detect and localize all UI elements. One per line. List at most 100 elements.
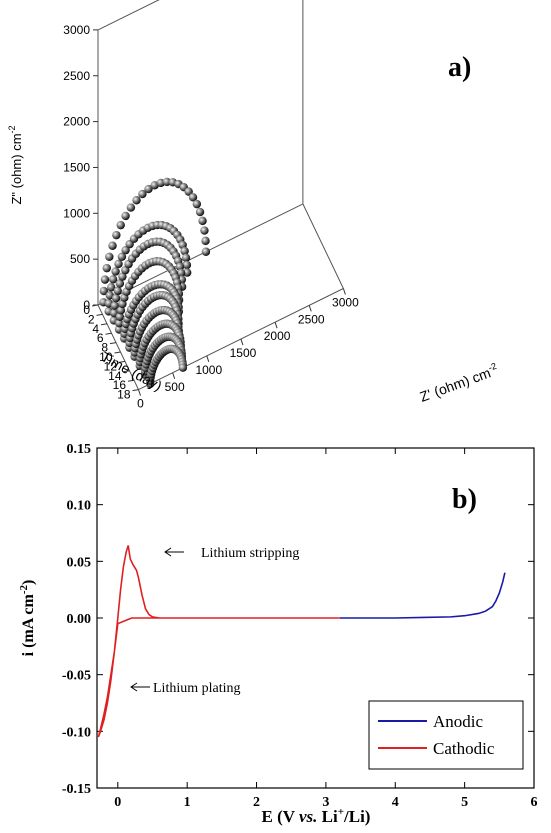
data-point <box>113 286 122 296</box>
time-tick-label: 6 <box>97 331 104 345</box>
panel-b: 0 1 2 3 4 5 6 -0.15 -0.10 -0.05 0.00 0.05 0.10 0.15 b… <box>0 430 551 828</box>
data-point <box>108 241 117 250</box>
data-point <box>116 220 125 230</box>
x-tick-label: 5 <box>461 795 468 810</box>
time-tick-mark <box>132 389 139 392</box>
y-tick-label: 0.05 <box>67 555 92 570</box>
series-day-0 <box>99 177 211 307</box>
time-tick-mark <box>118 360 126 363</box>
series-line-cathodic <box>97 545 340 738</box>
data-point <box>105 291 114 300</box>
data-point <box>111 267 120 276</box>
z-axis-title: Z" (ohm) cm-2 <box>7 125 24 204</box>
time-tick-mark <box>96 313 103 316</box>
x-tick-label: 4 <box>392 795 399 810</box>
x-tick-label: 2500 <box>298 312 325 326</box>
series-group <box>99 177 211 389</box>
z-tick-label: 1500 <box>63 160 90 174</box>
time-tick-mark <box>105 332 112 335</box>
time-tick-label: 18 <box>117 388 131 402</box>
series-day-6 <box>114 257 184 334</box>
x-tick-label: 6 <box>531 795 538 810</box>
x-tick-label: 1500 <box>230 346 257 360</box>
data-point <box>100 275 110 284</box>
x-axis-exp: -2 <box>487 361 498 373</box>
data-point <box>117 252 127 261</box>
data-point <box>184 187 193 196</box>
series-line-anodic <box>339 572 506 619</box>
annotation-stripping: Lithium stripping <box>201 546 299 561</box>
axis-ticks: 0 1 2 3 4 5 6 -0.15 -0.10 -0.05 0.00 0.05 0.10 0.15 <box>62 442 538 810</box>
legend-box <box>368 700 524 770</box>
legend-label-cathodic: Cathodic <box>433 739 495 758</box>
series-day-4 <box>109 237 187 325</box>
data-point <box>108 275 118 284</box>
time-tick-mark <box>91 304 99 307</box>
x-tick-label: 2000 <box>264 329 291 343</box>
series-day-2 <box>104 220 192 316</box>
time-tick-label: 16 <box>113 378 127 392</box>
annotation-plating: Lithium plating <box>153 681 241 696</box>
panel-label: a) <box>448 52 471 83</box>
time-tick-label: 12 <box>104 359 118 373</box>
time-tick-label: 14 <box>108 369 122 383</box>
z-tick-label: 3000 <box>63 23 90 37</box>
data-point <box>105 252 114 261</box>
data-point <box>116 306 126 315</box>
legend: Anodic Cathodic <box>368 700 524 770</box>
nyquist-3d-chart: 0500100015002000250030000246810121416180… <box>7 0 498 411</box>
x-tick-mark <box>308 305 312 312</box>
data-point <box>176 268 186 278</box>
frame-edge <box>97 0 160 31</box>
data-point <box>138 189 147 199</box>
y-tick-label: -0.10 <box>62 725 91 740</box>
svg-text:i (mA cm-2): i (mA cm-2) <box>18 580 37 657</box>
z-tick-label: 2500 <box>63 69 90 83</box>
data-point <box>201 236 210 246</box>
x-tick-mark <box>206 355 210 363</box>
x-tick-label: 500 <box>165 380 185 394</box>
x-axis-title: Z' (ohm) cm-2 <box>418 361 498 405</box>
y-tick-label: 0.10 <box>67 499 92 514</box>
data-point <box>106 283 116 292</box>
legend-label-anodic: Anodic <box>433 712 484 731</box>
data-point <box>175 262 185 271</box>
frame-edge <box>97 304 139 390</box>
data-point <box>132 196 141 205</box>
z-tick-label: 1000 <box>63 206 90 220</box>
y-tick-label: 0.00 <box>67 612 92 627</box>
y-axis-exp: -2 <box>18 584 30 594</box>
data-point <box>200 226 209 235</box>
x-tick-mark <box>342 288 346 295</box>
x-axis-title: E (V vs. Li+/Li) <box>262 806 371 826</box>
time-tick-label: 10 <box>99 350 113 364</box>
data-point <box>99 286 109 296</box>
x-tick-label: 0 <box>114 795 121 810</box>
data-point <box>102 263 111 273</box>
data-point <box>201 247 211 256</box>
time-tick-label: 4 <box>92 322 99 336</box>
time-tick-label: 2 <box>88 312 95 326</box>
data-point <box>182 268 192 277</box>
data-point <box>180 246 189 256</box>
y-axis-title: i (mA cm-2) <box>18 580 37 657</box>
data-point <box>112 230 121 240</box>
data-point <box>178 363 188 372</box>
data-point <box>114 259 123 269</box>
series-day-16 <box>140 332 187 380</box>
data-point <box>192 199 202 209</box>
data-point <box>198 216 207 226</box>
z-tick-label: 0 <box>83 298 90 312</box>
z-tick-label: 2000 <box>63 115 90 129</box>
time-tick-label: 8 <box>101 341 108 355</box>
z-axis-label: Z" (ohm) cm <box>9 133 24 204</box>
x-tick-mark <box>172 372 176 379</box>
data-point <box>110 301 120 310</box>
x-tick-label: 1000 <box>195 363 222 377</box>
data-point <box>121 245 130 255</box>
data-point <box>144 184 153 194</box>
data-point <box>118 272 127 281</box>
x-tick-mark <box>240 338 244 346</box>
y-tick-label: -0.05 <box>62 669 91 684</box>
data-point <box>115 312 125 321</box>
